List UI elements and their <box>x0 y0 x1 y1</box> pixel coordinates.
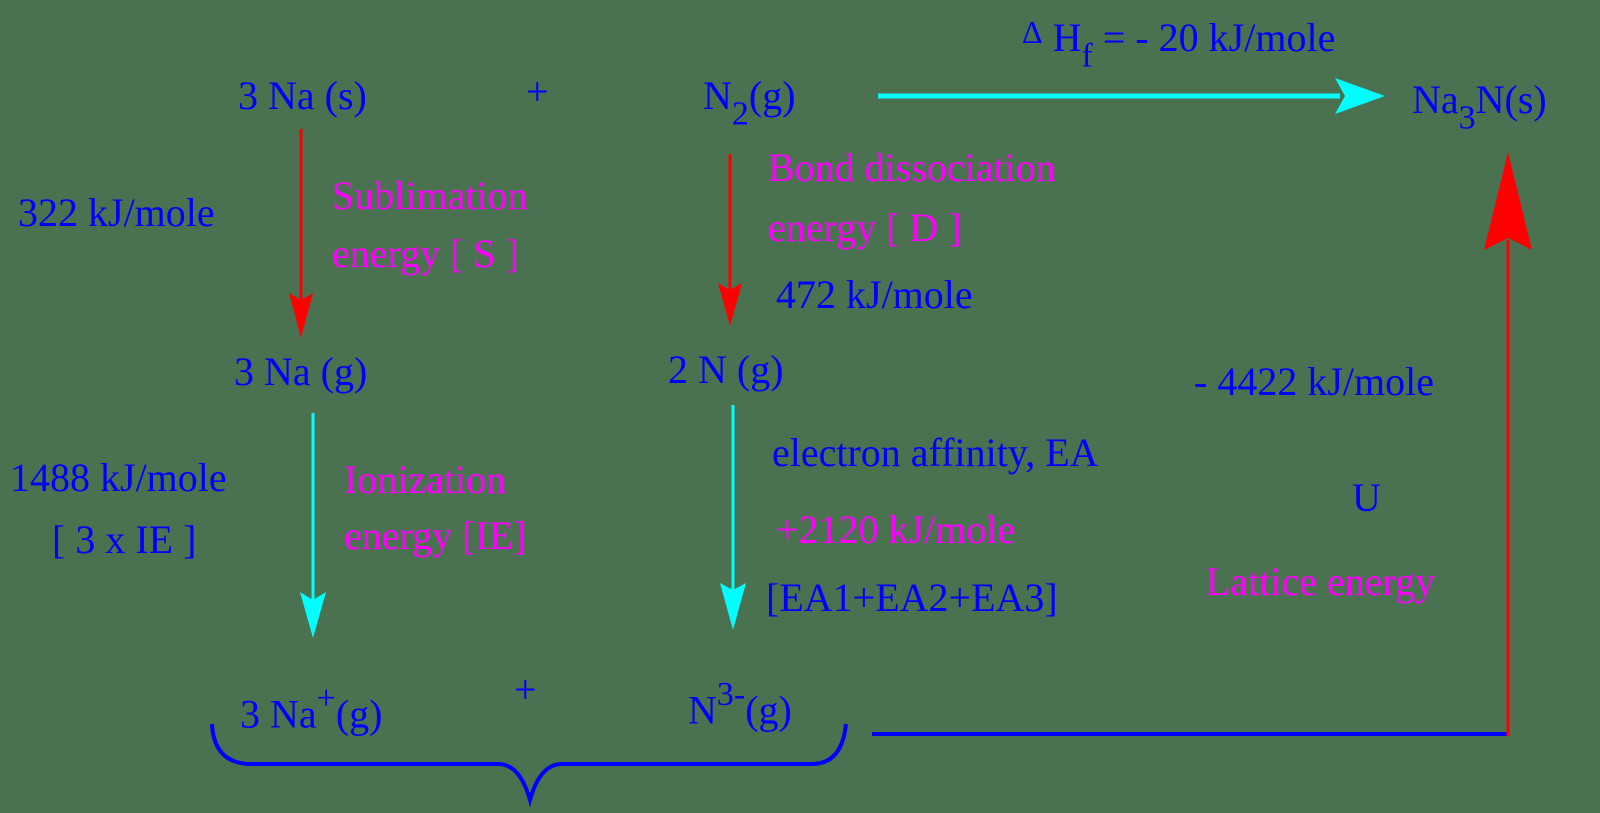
sublimation-label-line2: energy [ S ] <box>332 231 519 276</box>
electron-affinity-label: electron affinity, EA <box>772 430 1099 475</box>
ionization-value: 1488 kJ/mole <box>10 455 227 500</box>
nitride-ion-gas: N3-(g) <box>688 676 792 733</box>
lattice-arrow <box>872 152 1532 736</box>
nitrogen-atom-gas: 2 N (g) <box>668 347 784 392</box>
sodium-gas: 3 Na (g) <box>234 349 368 394</box>
electron-affinity-components: [EA1+EA2+EA3] <box>766 575 1058 620</box>
plus-sign-bottom: + <box>514 667 537 712</box>
plus-sign-top: + <box>526 69 549 114</box>
ionization-multiplier: [ 3 x IE ] <box>52 517 197 562</box>
sublimation-value: 322 kJ/mole <box>18 190 215 235</box>
ionization-label-line1: Ionization <box>344 457 507 502</box>
formation-enthalpy-label: Δ Hf = - 20 kJ/mole <box>1022 14 1336 75</box>
lattice-energy-value: - 4422 kJ/mole <box>1194 359 1434 404</box>
reactant-sodium-solid: 3 Na (s) <box>238 73 367 118</box>
reactant-nitrogen-gas: N2(g) <box>703 73 796 133</box>
lattice-energy-symbol: U <box>1352 475 1381 520</box>
sublimation-label-line1: Sublimation <box>332 173 528 218</box>
sublimation-arrow <box>289 129 313 338</box>
sodium-ion-gas: 3 Na+(g) <box>240 680 383 737</box>
lattice-energy-label: Lattice energy <box>1206 559 1436 604</box>
dissociation-arrow <box>718 154 742 326</box>
dissociation-label-line2: energy [ D ] <box>768 205 962 250</box>
ionization-label-line2: energy [IE] <box>344 513 527 558</box>
formation-arrow <box>878 78 1385 114</box>
dissociation-value: 472 kJ/mole <box>776 272 973 317</box>
electron-affinity-value: +2120 kJ/mole <box>776 507 1016 552</box>
delta-icon: Δ <box>1022 14 1043 50</box>
ionization-arrow <box>300 413 326 638</box>
ions-brace <box>210 723 848 808</box>
product-sodium-nitride: Na3N(s) <box>1412 77 1547 137</box>
dissociation-label-line1: Bond dissociation <box>768 145 1056 190</box>
electron-affinity-arrow <box>720 405 746 630</box>
